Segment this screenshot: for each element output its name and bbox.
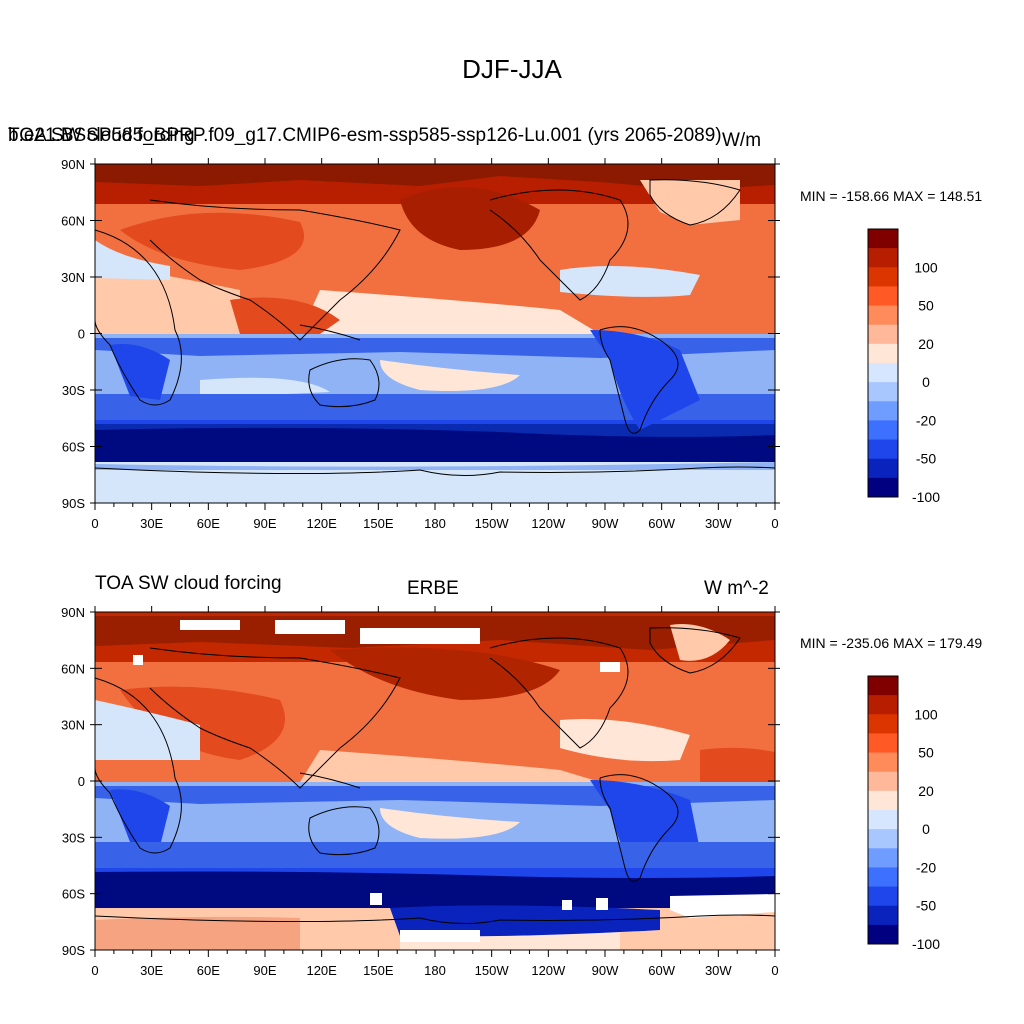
panel2-minmax: MIN = -235.06 MAX = 179.49 <box>800 635 983 651</box>
lon-label-1: 60W <box>648 516 675 531</box>
lon-label-1: 30W <box>705 516 732 531</box>
colorbar-1-swatch <box>868 420 898 441</box>
colorbar-2-swatch <box>868 867 898 888</box>
colorbar-2-swatch <box>868 676 898 696</box>
lon-label-2: 60E <box>197 963 220 978</box>
colorbar-1-label: 20 <box>918 336 934 352</box>
colorbar-2-swatch <box>868 848 898 868</box>
lat-label-1: 90N <box>61 157 85 172</box>
colorbar-2-swatch <box>868 695 898 715</box>
colorbar-1-label: -50 <box>916 451 936 467</box>
colorbar-2-label: 0 <box>922 821 930 837</box>
colorbar-2-swatch <box>868 752 898 773</box>
panel2-units: W m^-2 <box>704 578 769 599</box>
colorbar-1-label: 50 <box>918 298 934 314</box>
lon-label-2: 180 <box>424 963 446 978</box>
colorbar-2-label: 20 <box>918 783 934 799</box>
lon-label-1: 90E <box>253 516 276 531</box>
colorbar-2-label: 50 <box>918 745 934 761</box>
panel2-left-title: TOA SW cloud forcing <box>95 573 282 594</box>
lon-label-1: 0 <box>771 516 778 531</box>
colorbar-1-swatch <box>868 363 898 383</box>
lon-label-1: 150W <box>475 516 510 531</box>
colorbar-2-swatch <box>868 790 898 811</box>
colorbar-2-swatch <box>868 771 898 792</box>
lon-label-2: 30W <box>705 963 732 978</box>
lon-label-2: 120E <box>306 963 337 978</box>
lon-label-1: 120E <box>306 516 337 531</box>
panel1-center-title: b.e21.BSSP585_BPRP.f09_g17.CMIP6-esm-ssp… <box>8 125 722 146</box>
panel1-minmax: MIN = -158.66 MAX = 148.51 <box>800 188 983 204</box>
lat-label-1: 0 <box>78 327 85 342</box>
lat-label-1: 30S <box>62 383 85 398</box>
lon-label-2: 120W <box>531 963 566 978</box>
colorbar-1-swatch <box>868 267 898 287</box>
lon-label-1: 60E <box>197 516 220 531</box>
colorbar-1-swatch <box>868 477 898 498</box>
lon-label-2: 0 <box>771 963 778 978</box>
colorbar-2-swatch <box>868 905 898 926</box>
panel2-center-title: ERBE <box>407 578 459 599</box>
colorbar-2-label: -100 <box>912 936 940 952</box>
lat-label-1: 60N <box>61 214 85 229</box>
colorbar-2-frame <box>867 675 899 945</box>
figure-title: DJF-JJA <box>462 54 562 84</box>
colorbar-2-swatch <box>868 829 898 849</box>
colorbar-1-label: 0 <box>922 374 930 390</box>
colorbar-2-label: -20 <box>916 859 936 875</box>
colorbar-1-swatch <box>868 439 898 460</box>
colorbar-2-swatch <box>868 924 898 945</box>
colorbar-1-swatch <box>868 286 898 307</box>
colorbar-2-swatch <box>868 810 898 830</box>
lon-label-2: 150E <box>363 963 394 978</box>
lat-label-2: 60N <box>61 661 85 676</box>
lon-label-1: 30E <box>140 516 163 531</box>
lon-label-1: 0 <box>91 516 98 531</box>
lon-label-1: 150E <box>363 516 394 531</box>
colorbar-1-swatch <box>868 229 898 249</box>
colorbar-1-label: -100 <box>912 489 940 505</box>
lon-label-2: 30E <box>140 963 163 978</box>
lat-label-2: 0 <box>78 774 85 789</box>
colorbar-2-swatch <box>868 886 898 907</box>
panel1-left-title: TOA SW cloud forcing <box>8 125 195 146</box>
colorbar-1-label: 100 <box>914 259 938 275</box>
lon-label-1: 90W <box>592 516 619 531</box>
colorbar-1-swatch <box>868 248 898 268</box>
lat-label-1: 30N <box>61 270 85 285</box>
colorbar-1-label: -20 <box>916 412 936 428</box>
panel1-units: W/m <box>722 130 762 151</box>
colorbar-2-label: 100 <box>914 706 938 722</box>
colorbar-1-frame <box>867 228 899 498</box>
colorbar-1-swatch <box>868 382 898 402</box>
lat-label-1: 60S <box>62 440 85 455</box>
colorbar-2-swatch <box>868 733 898 754</box>
lon-label-2: 60W <box>648 963 675 978</box>
colorbar-1-swatch <box>868 343 898 364</box>
lon-label-1: 120W <box>531 516 566 531</box>
lon-label-1: 180 <box>424 516 446 531</box>
map-panel-2 <box>95 612 775 950</box>
lat-label-2: 90S <box>62 943 85 958</box>
lon-label-2: 90E <box>253 963 276 978</box>
colorbar-2-label: -50 <box>916 898 936 914</box>
colorbar-1-swatch <box>868 305 898 326</box>
lat-label-2: 30S <box>62 830 85 845</box>
lon-label-2: 0 <box>91 963 98 978</box>
lat-label-2: 90N <box>61 605 85 620</box>
lon-label-2: 150W <box>475 963 510 978</box>
lat-label-2: 60S <box>62 887 85 902</box>
colorbar-1-swatch <box>868 401 898 421</box>
colorbar-1-swatch <box>868 324 898 345</box>
lon-label-2: 90W <box>592 963 619 978</box>
lat-label-2: 30N <box>61 718 85 733</box>
map-panel-1 <box>95 164 775 503</box>
colorbar-2-swatch <box>868 714 898 734</box>
lat-label-1: 90S <box>62 496 85 511</box>
colorbar-1-swatch <box>868 458 898 479</box>
